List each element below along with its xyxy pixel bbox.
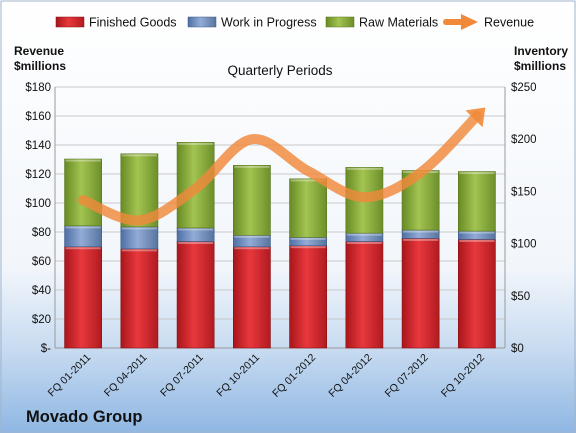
- legend-label-finished-goods: Finished Goods: [89, 16, 177, 30]
- revenue-line: [78, 107, 486, 226]
- bar-highlight: [234, 165, 270, 168]
- legend-swatch-finished-goods: [55, 16, 85, 28]
- left-tick-label: $140: [25, 140, 51, 152]
- left-tick-label: $40: [32, 285, 51, 297]
- bar-finished-goods: [458, 239, 496, 349]
- legend-label-revenue: Revenue: [484, 16, 534, 30]
- revenue-line-path: [78, 111, 482, 226]
- left-axis-title-line2: $millions: [14, 59, 66, 73]
- bar-highlight: [121, 249, 157, 252]
- left-tick-label: $20: [32, 314, 51, 326]
- bar-highlight: [178, 242, 214, 245]
- right-axis-title-line2: $millions: [514, 59, 566, 73]
- bar-highlight: [65, 226, 101, 229]
- right-tick-label: $150: [511, 186, 537, 198]
- bar-finished-goods: [233, 246, 271, 349]
- bar-highlight: [459, 172, 495, 175]
- bar-raw-materials: [64, 158, 102, 227]
- legend-label-work-in-progress: Work in Progress: [221, 16, 317, 30]
- bar-work-in-progress: [64, 225, 102, 248]
- bar-highlight: [459, 231, 495, 234]
- right-tick-label: $100: [511, 239, 537, 251]
- bar-highlight: [346, 233, 382, 236]
- left-tick-label: $-: [41, 343, 51, 355]
- revenue-line-arrowhead: [465, 107, 486, 128]
- company-name: Movado Group: [26, 408, 142, 426]
- left-axis-title-line1: Revenue: [14, 44, 64, 58]
- bars: [64, 142, 496, 349]
- bar-highlight: [234, 247, 270, 250]
- bar-highlight: [403, 230, 439, 233]
- bar-highlight: [65, 159, 101, 162]
- bar-highlight: [346, 167, 382, 170]
- right-tick-label: $0: [511, 343, 524, 355]
- left-tick-label: $60: [32, 256, 51, 268]
- right-axis-title-line1: Inventory: [514, 44, 568, 58]
- bar-finished-goods: [289, 245, 327, 349]
- legend: Finished Goods Work in Progress Raw Mate…: [55, 14, 534, 30]
- right-tick-label: $250: [511, 82, 537, 94]
- bar-highlight: [346, 242, 382, 245]
- bar-highlight: [121, 154, 157, 157]
- legend-swatch-raw-materials: [325, 16, 355, 28]
- left-tick-label: $160: [25, 111, 51, 123]
- right-axis-ticks: $0 $50 $100 $150 $200 $250: [511, 82, 537, 355]
- bar-finished-goods: [176, 241, 215, 349]
- left-tick-label: $180: [25, 82, 51, 94]
- bar-highlight: [403, 238, 439, 241]
- left-tick-label: $100: [25, 198, 51, 210]
- left-tick-label: $120: [25, 169, 51, 181]
- bar-highlight: [290, 179, 326, 182]
- bar-finished-goods: [64, 246, 102, 349]
- left-axis-ticks: $- $20 $40 $60 $80 $100 $120 $140 $160 $180: [25, 82, 51, 355]
- bar-highlight: [121, 227, 157, 230]
- bar-highlight: [459, 239, 495, 242]
- bar-raw-materials: [233, 165, 271, 236]
- legend-label-raw-materials: Raw Materials: [359, 16, 438, 30]
- right-tick-label: $50: [511, 291, 530, 303]
- bar-finished-goods: [401, 238, 440, 349]
- bar-highlight: [290, 246, 326, 249]
- bar-raw-materials: [458, 171, 496, 232]
- bar-highlight: [178, 142, 214, 145]
- right-tick-label: $200: [511, 134, 537, 146]
- bar-highlight: [178, 228, 214, 231]
- bar-highlight: [290, 237, 326, 240]
- left-tick-label: $80: [32, 227, 51, 239]
- legend-swatch-revenue: [443, 14, 478, 30]
- bar-highlight: [65, 247, 101, 250]
- bar-raw-materials: [289, 178, 327, 238]
- legend-swatch-work-in-progress: [187, 16, 217, 28]
- bar-highlight: [234, 235, 270, 238]
- bar-finished-goods: [120, 248, 159, 349]
- bar-work-in-progress: [120, 226, 159, 250]
- bar-finished-goods: [345, 241, 384, 349]
- chart-title: Quarterly Periods: [227, 63, 332, 78]
